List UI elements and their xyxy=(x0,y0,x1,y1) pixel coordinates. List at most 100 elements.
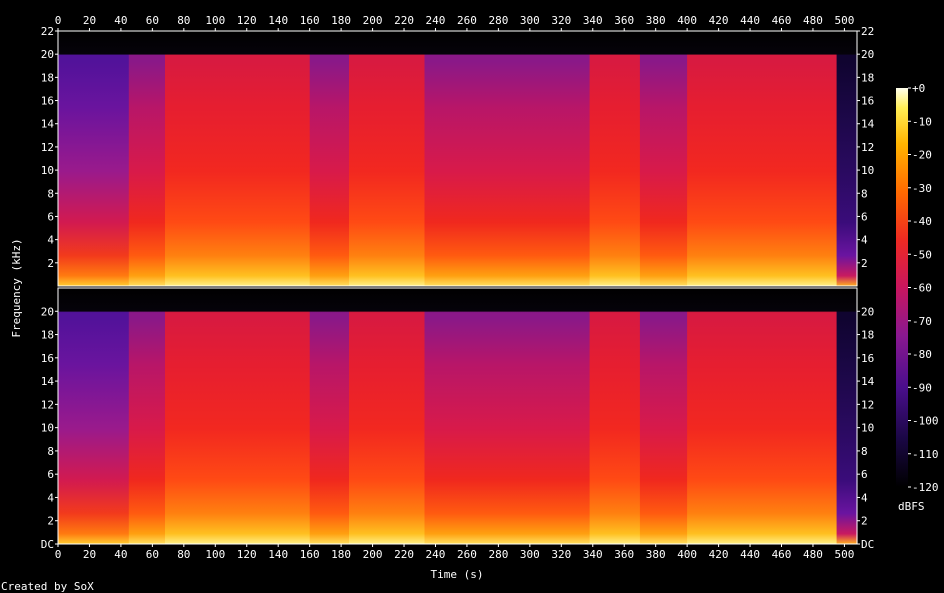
y-tick-label: 4 xyxy=(47,234,54,247)
y-tick-label: 20 xyxy=(41,305,54,318)
y-tick-label: 2 xyxy=(47,515,54,528)
x-tick-label: 0 xyxy=(55,548,62,561)
y-tick-label: 10 xyxy=(861,422,874,435)
y-tick-label: 18 xyxy=(861,71,874,84)
x-tick-label: 300 xyxy=(520,548,540,561)
colorbar-tick-label: -70 xyxy=(912,315,932,328)
colorbar-tick-label: -80 xyxy=(912,348,932,361)
x-tick-label: 120 xyxy=(237,14,257,27)
x-tick-label: 100 xyxy=(205,548,225,561)
spectrogram-segment xyxy=(238,31,311,286)
y-tick-label: 4 xyxy=(861,491,868,504)
x-tick-label: 140 xyxy=(268,14,288,27)
colorbar-gradient xyxy=(896,88,908,487)
y-tick-label: 2 xyxy=(47,257,54,270)
colorbar-tick-label: -10 xyxy=(912,115,932,128)
y-tick-label: 14 xyxy=(41,118,55,131)
y-tick-label: 18 xyxy=(41,329,54,342)
colorbar: +0 -10 -20 -30 -40 -50 -60 -70 -80 -90 -100 -110 -12… xyxy=(896,82,939,513)
x-tick-label: 400 xyxy=(677,14,697,27)
y-tick-label: 10 xyxy=(861,164,874,177)
x-tick-label: 280 xyxy=(488,548,508,561)
y-tick-label: 18 xyxy=(41,71,54,84)
x-tick-label: 80 xyxy=(177,14,190,27)
x-tick-label: 240 xyxy=(426,14,446,27)
panel-frame xyxy=(57,30,858,287)
x-tick-label: 420 xyxy=(709,548,729,561)
y-tick-label: 2 xyxy=(861,257,868,270)
spectrogram-segment xyxy=(165,288,240,544)
y-tick-label: 4 xyxy=(47,491,54,504)
spectrogram-segment xyxy=(687,31,838,286)
x-tick-label: 0 xyxy=(55,14,62,27)
x-tick-label: 40 xyxy=(114,548,127,561)
x-tick-label: 320 xyxy=(551,548,571,561)
y-tick-label: 14 xyxy=(41,375,55,388)
x-tick-label: 160 xyxy=(300,14,320,27)
channel-panel-1 xyxy=(57,30,858,287)
x-tick-label: 140 xyxy=(268,548,288,561)
colorbar-tick-label: -120 xyxy=(912,481,939,494)
y-tick-label: 12 xyxy=(41,141,54,154)
spectrogram-segment xyxy=(639,31,688,286)
x-tick-label: 500 xyxy=(834,14,854,27)
x-tick-label: 240 xyxy=(426,548,446,561)
y-tick-label: 6 xyxy=(861,468,868,481)
y-tick-label: 10 xyxy=(41,164,54,177)
spectrogram-segment xyxy=(128,31,166,286)
spectrogram-segment xyxy=(309,288,350,544)
x-tick-label: 440 xyxy=(740,548,760,561)
spectrogram-segment xyxy=(836,288,858,544)
x-tick-label: 380 xyxy=(646,14,666,27)
y-tick-label: 6 xyxy=(861,210,868,223)
spectrogram-segment xyxy=(238,288,311,544)
colorbar-tick-label: -20 xyxy=(912,149,932,162)
x-tick-label: 420 xyxy=(709,14,729,27)
spectrogram-segment xyxy=(687,288,838,544)
y-tick-label: 4 xyxy=(861,234,868,247)
y-tick-label: 8 xyxy=(47,445,54,458)
y-tick-label: 6 xyxy=(47,468,54,481)
x-tick-label: 20 xyxy=(83,548,96,561)
y-tick-label: 20 xyxy=(861,48,874,61)
x-tick-label: 280 xyxy=(488,14,508,27)
x-tick-label: 500 xyxy=(834,548,854,561)
x-tick-label: 260 xyxy=(457,14,477,27)
spectrogram-segment xyxy=(836,31,858,286)
spectrogram-segment xyxy=(349,288,426,544)
y-tick-label: 2 xyxy=(861,515,868,528)
y-tick-label: 10 xyxy=(41,422,54,435)
channel-panel-2 xyxy=(57,287,858,545)
x-tick-label: 440 xyxy=(740,14,760,27)
x-tick-label: 20 xyxy=(83,14,96,27)
x-tick-label: 60 xyxy=(146,548,159,561)
x-tick-label: 460 xyxy=(772,14,792,27)
y-tick-label: 12 xyxy=(861,398,874,411)
y-tick-label: 8 xyxy=(861,445,868,458)
y-tick-label: 14 xyxy=(861,118,875,131)
y-axis-label: Frequency (kHz) xyxy=(10,238,23,337)
colorbar-tick-label: -50 xyxy=(912,248,932,261)
colorbar-tick-label: +0 xyxy=(912,82,925,95)
x-tick-label: 100 xyxy=(205,14,225,27)
y-tick-label: DC xyxy=(861,538,874,551)
x-tick-label: 120 xyxy=(237,548,257,561)
spectrogram-segment xyxy=(514,288,591,544)
y-tick-label: 22 xyxy=(41,25,54,38)
y-tick-label: 16 xyxy=(41,352,54,365)
colorbar-tick-label: -60 xyxy=(912,282,932,295)
y-tick-label: DC xyxy=(41,538,54,551)
y-tick-label: 18 xyxy=(861,329,874,342)
spectrogram-segment xyxy=(58,288,130,544)
x-tick-label: 340 xyxy=(583,14,603,27)
y-tick-label: 22 xyxy=(861,25,874,38)
footer-credit: Created by SoX xyxy=(1,580,94,593)
spectrogram-segment xyxy=(165,31,240,286)
y-tick-label: 16 xyxy=(861,352,874,365)
spectrogram-segment xyxy=(128,288,166,544)
colorbar-label: dBFS xyxy=(898,500,925,513)
colorbar-tick-label: -30 xyxy=(912,182,932,195)
x-tick-label: 480 xyxy=(803,14,823,27)
spectrogram-segment xyxy=(349,31,426,286)
